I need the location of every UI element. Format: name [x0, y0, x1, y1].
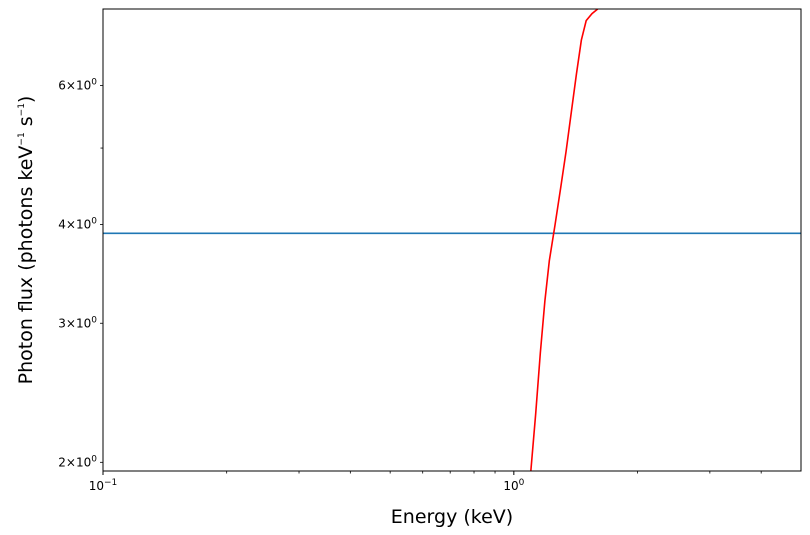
y-tick-label: 6×100: [58, 78, 97, 93]
y-axis-label: Photon flux (photons keV−1 s−1): [15, 96, 37, 385]
y-tick-label: 4×100: [58, 217, 97, 232]
x-tick-label: 10−1: [89, 478, 118, 493]
x-tick-label: 100: [503, 478, 524, 493]
y-tick-label: 3×100: [58, 315, 97, 330]
y-axis-label-end: ): [15, 96, 37, 103]
ticks-layer: 10−1 100 2×100 3×100 4×100 6×100: [58, 78, 762, 493]
series-layer: [103, 9, 801, 471]
series-line-1: [530, 9, 599, 471]
y-axis-label-sup-2: −1: [17, 103, 27, 116]
y-tick-label: 2×100: [58, 454, 97, 469]
y-axis-label-sup-1: −1: [17, 132, 27, 145]
y-axis-label-mid: s: [15, 116, 37, 132]
x-axis-label: Energy (keV): [391, 506, 513, 528]
y-axis-label-main: Photon flux (photons keV: [15, 146, 37, 385]
plot-frame: [102, 8, 802, 472]
